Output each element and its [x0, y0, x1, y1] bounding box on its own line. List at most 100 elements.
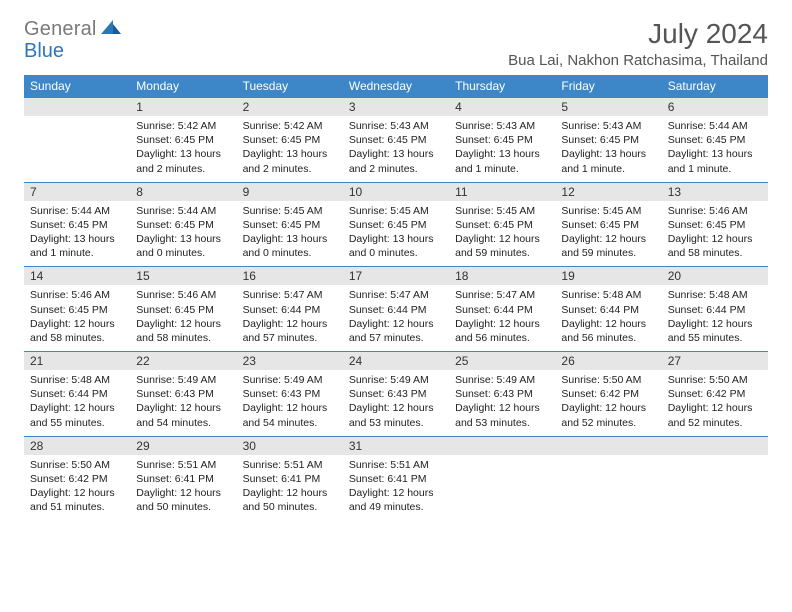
day-line: Daylight: 12 hours	[243, 486, 337, 500]
day-cell: Sunrise: 5:44 AMSunset: 6:45 PMDaylight:…	[662, 116, 768, 182]
day-number-cell: 29	[130, 436, 236, 455]
day-line: Sunset: 6:43 PM	[349, 387, 443, 401]
day-cell: Sunrise: 5:46 AMSunset: 6:45 PMDaylight:…	[24, 285, 130, 351]
day-number-cell: 26	[555, 352, 661, 371]
day-number: 11	[449, 183, 555, 201]
day-line: Sunrise: 5:48 AM	[668, 288, 762, 302]
day-number-cell: 17	[343, 267, 449, 286]
dow-header: Friday	[555, 75, 661, 98]
calendar-table: Sunday Monday Tuesday Wednesday Thursday…	[24, 75, 768, 521]
day-line: Sunrise: 5:47 AM	[455, 288, 549, 302]
day-line: Sunset: 6:42 PM	[561, 387, 655, 401]
day-number: 10	[343, 183, 449, 201]
day-line: Sunset: 6:42 PM	[668, 387, 762, 401]
day-number-cell: 16	[237, 267, 343, 286]
day-line: and 54 minutes.	[136, 416, 230, 430]
day-number-cell	[449, 436, 555, 455]
day-line: Sunrise: 5:51 AM	[349, 458, 443, 472]
day-cell: Sunrise: 5:45 AMSunset: 6:45 PMDaylight:…	[555, 201, 661, 267]
day-number: 28	[24, 437, 130, 455]
day-number-cell: 14	[24, 267, 130, 286]
day-cell: Sunrise: 5:50 AMSunset: 6:42 PMDaylight:…	[24, 455, 130, 521]
day-line: Daylight: 13 hours	[561, 147, 655, 161]
day-cell: Sunrise: 5:46 AMSunset: 6:45 PMDaylight:…	[130, 285, 236, 351]
day-number: 21	[24, 352, 130, 370]
day-details: Sunrise: 5:48 AMSunset: 6:44 PMDaylight:…	[662, 285, 768, 351]
day-line: and 58 minutes.	[668, 246, 762, 260]
day-line: Daylight: 13 hours	[136, 232, 230, 246]
day-number-cell: 22	[130, 352, 236, 371]
day-number-cell: 8	[130, 182, 236, 201]
day-cell	[555, 455, 661, 521]
day-line: and 1 minute.	[561, 162, 655, 176]
day-line: Daylight: 13 hours	[136, 147, 230, 161]
day-details: Sunrise: 5:43 AMSunset: 6:45 PMDaylight:…	[449, 116, 555, 182]
day-number: 29	[130, 437, 236, 455]
day-cell: Sunrise: 5:51 AMSunset: 6:41 PMDaylight:…	[237, 455, 343, 521]
day-line: Daylight: 13 hours	[243, 232, 337, 246]
day-number-cell: 9	[237, 182, 343, 201]
day-number: 22	[130, 352, 236, 370]
day-line: Sunset: 6:45 PM	[136, 133, 230, 147]
dow-header: Thursday	[449, 75, 555, 98]
day-cell: Sunrise: 5:43 AMSunset: 6:45 PMDaylight:…	[555, 116, 661, 182]
day-line: Sunset: 6:45 PM	[561, 133, 655, 147]
day-details: Sunrise: 5:49 AMSunset: 6:43 PMDaylight:…	[237, 370, 343, 436]
day-line: Sunset: 6:45 PM	[243, 218, 337, 232]
day-cell: Sunrise: 5:47 AMSunset: 6:44 PMDaylight:…	[449, 285, 555, 351]
day-details: Sunrise: 5:49 AMSunset: 6:43 PMDaylight:…	[449, 370, 555, 436]
day-number: 3	[343, 98, 449, 116]
day-line: Daylight: 12 hours	[561, 232, 655, 246]
day-line: Sunrise: 5:47 AM	[243, 288, 337, 302]
day-line: and 52 minutes.	[561, 416, 655, 430]
day-details: Sunrise: 5:45 AMSunset: 6:45 PMDaylight:…	[449, 201, 555, 267]
day-number-cell: 15	[130, 267, 236, 286]
day-details: Sunrise: 5:51 AMSunset: 6:41 PMDaylight:…	[130, 455, 236, 521]
day-number-cell	[24, 98, 130, 117]
day-number: 13	[662, 183, 768, 201]
day-line: Sunrise: 5:43 AM	[349, 119, 443, 133]
day-number-cell: 28	[24, 436, 130, 455]
day-line: Sunset: 6:41 PM	[243, 472, 337, 486]
day-line: Daylight: 12 hours	[30, 401, 124, 415]
day-number-cell: 25	[449, 352, 555, 371]
day-line: Sunrise: 5:43 AM	[561, 119, 655, 133]
day-line: Sunset: 6:41 PM	[136, 472, 230, 486]
day-line: and 1 minute.	[668, 162, 762, 176]
day-number-cell	[555, 436, 661, 455]
dow-header: Tuesday	[237, 75, 343, 98]
day-number-cell: 11	[449, 182, 555, 201]
day-line: and 55 minutes.	[668, 331, 762, 345]
day-number	[662, 437, 768, 455]
day-line: Sunset: 6:44 PM	[30, 387, 124, 401]
logo-triangle-icon	[101, 20, 121, 34]
day-line: and 2 minutes.	[349, 162, 443, 176]
dow-header: Wednesday	[343, 75, 449, 98]
day-line: Sunset: 6:44 PM	[455, 303, 549, 317]
day-number: 16	[237, 267, 343, 285]
day-line: and 52 minutes.	[668, 416, 762, 430]
day-line: and 1 minute.	[30, 246, 124, 260]
day-line: Sunset: 6:43 PM	[136, 387, 230, 401]
day-line: Daylight: 13 hours	[668, 147, 762, 161]
day-line: Sunset: 6:45 PM	[349, 218, 443, 232]
day-cell: Sunrise: 5:42 AMSunset: 6:45 PMDaylight:…	[130, 116, 236, 182]
day-details: Sunrise: 5:43 AMSunset: 6:45 PMDaylight:…	[343, 116, 449, 182]
day-line: Daylight: 12 hours	[455, 401, 549, 415]
day-details: Sunrise: 5:42 AMSunset: 6:45 PMDaylight:…	[130, 116, 236, 182]
day-line: Daylight: 12 hours	[136, 317, 230, 331]
day-number: 15	[130, 267, 236, 285]
day-details: Sunrise: 5:47 AMSunset: 6:44 PMDaylight:…	[237, 285, 343, 351]
day-details: Sunrise: 5:46 AMSunset: 6:45 PMDaylight:…	[130, 285, 236, 351]
day-line: Sunset: 6:41 PM	[349, 472, 443, 486]
day-cell: Sunrise: 5:44 AMSunset: 6:45 PMDaylight:…	[130, 201, 236, 267]
calendar-body: 123456Sunrise: 5:42 AMSunset: 6:45 PMDay…	[24, 98, 768, 521]
day-line: Sunrise: 5:50 AM	[668, 373, 762, 387]
day-line: Sunrise: 5:48 AM	[30, 373, 124, 387]
day-line: and 55 minutes.	[30, 416, 124, 430]
dow-header: Sunday	[24, 75, 130, 98]
day-line: Sunset: 6:45 PM	[30, 218, 124, 232]
day-number: 30	[237, 437, 343, 455]
day-details: Sunrise: 5:46 AMSunset: 6:45 PMDaylight:…	[24, 285, 130, 351]
day-number-cell: 3	[343, 98, 449, 117]
